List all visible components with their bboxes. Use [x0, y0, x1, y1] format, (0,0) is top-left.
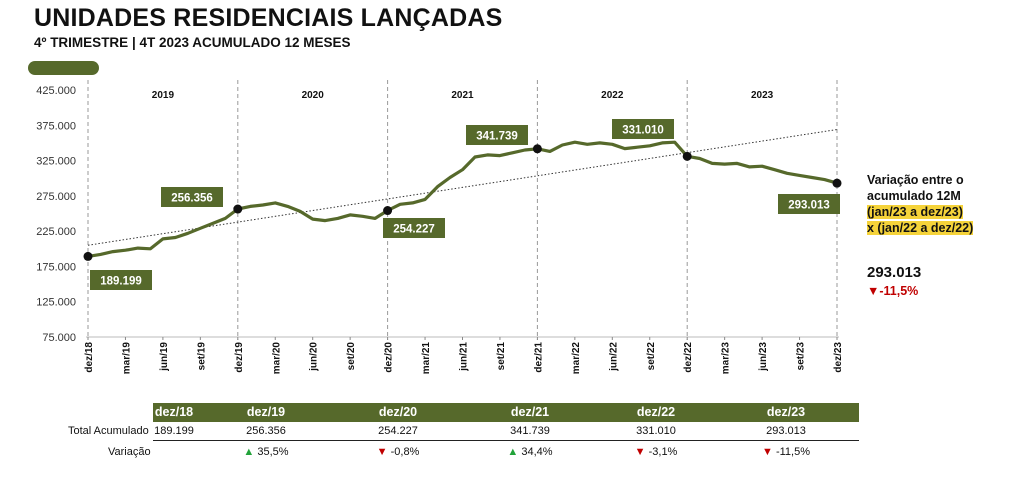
variation-value: 34,4% — [518, 446, 553, 458]
table-cell-total: 331.010 — [636, 425, 676, 437]
x-tick-label: jun/22 — [608, 342, 619, 372]
x-tick-label: dez/22 — [683, 342, 694, 373]
data-point-marker — [383, 206, 393, 216]
down-arrow-icon: ▼ — [634, 446, 646, 458]
data-point-marker — [832, 178, 842, 188]
x-tick-label: dez/18 — [84, 342, 95, 373]
x-tick-label: jun/23 — [758, 342, 769, 372]
x-tick-label: mar/21 — [421, 342, 432, 375]
table-cell-total: 341.739 — [510, 425, 550, 437]
y-tick-label: 175.000 — [36, 261, 76, 273]
table-header-cell: dez/20 — [378, 405, 418, 419]
table-header-cell: dez/18 — [154, 405, 194, 419]
table-rule — [153, 440, 859, 441]
y-tick-label: 375.000 — [36, 120, 76, 132]
x-tick-label: dez/19 — [234, 342, 245, 373]
x-tick-label: set/23 — [796, 342, 807, 371]
x-tick-label: mar/22 — [571, 342, 582, 375]
data-label: 331.010 — [622, 125, 664, 137]
x-tick-label: dez/20 — [384, 342, 395, 373]
latest-variation: ▼-11,5% — [867, 284, 918, 298]
y-tick-label: 325.000 — [36, 156, 76, 168]
data-label-box — [161, 187, 223, 207]
page-title: UNIDADES RESIDENCIAIS LANÇADAS — [34, 4, 503, 32]
variation-value: -11,5% — [772, 446, 810, 458]
table-cell-variation: ▲ 35,5% — [243, 446, 288, 458]
table-header-cell: dez/22 — [636, 405, 676, 419]
x-tick-label: set/21 — [496, 342, 507, 371]
year-label: 2022 — [601, 90, 624, 101]
legend-pill — [28, 61, 99, 75]
y-tick-label: 75.000 — [42, 332, 76, 344]
table-cell-variation: ▼ -0,8% — [377, 446, 420, 458]
x-tick-label: dez/23 — [833, 342, 844, 373]
variation-value: -3,1% — [645, 446, 678, 458]
latest-value: 293.013 — [867, 264, 922, 281]
year-label: 2021 — [451, 90, 474, 101]
y-tick-label: 425.000 — [36, 85, 76, 97]
table-cell-variation: ▲ 34,4% — [507, 446, 552, 458]
x-tick-label: jun/21 — [459, 342, 470, 372]
table-header-cell: dez/19 — [246, 405, 286, 419]
x-tick-label: jun/19 — [159, 342, 170, 372]
down-arrow-icon: ▼ — [762, 446, 773, 458]
data-point-marker — [532, 144, 542, 154]
variation-caption-line1: Variação entre o — [867, 173, 964, 187]
data-label-box — [466, 125, 528, 145]
data-label: 256.356 — [171, 193, 213, 205]
y-tick-label: 125.000 — [36, 297, 76, 309]
series-line — [87, 140, 838, 258]
year-label: 2020 — [302, 90, 325, 101]
trend-line — [87, 129, 838, 246]
data-point-marker — [233, 204, 243, 214]
variation-caption: Variação entre o acumulado 12M (jan/23 a… — [867, 172, 974, 236]
variation-caption-line4: x (jan/22 a dez/22) — [867, 221, 974, 235]
data-label: 293.013 — [788, 200, 830, 212]
table-cell-total: 293.013 — [766, 425, 806, 437]
data-label-box — [90, 270, 152, 290]
x-tick-label: dez/21 — [533, 342, 544, 373]
table-cell-total: 189.199 — [154, 425, 194, 437]
x-tick-label: set/19 — [196, 342, 207, 371]
row-label-variation: Variação — [108, 446, 151, 458]
x-tick-label: mar/20 — [271, 342, 282, 375]
data-label: 254.227 — [393, 224, 435, 236]
variation-caption-line2: acumulado 12M — [867, 189, 961, 203]
year-label: 2019 — [152, 90, 175, 101]
table-cell-variation: ▼ -11,5% — [762, 446, 810, 458]
y-tick-label: 275.000 — [36, 191, 76, 203]
variation-value: -0,8% — [387, 446, 420, 458]
data-label: 341.739 — [476, 131, 518, 143]
data-label-box — [778, 194, 840, 214]
x-tick-label: set/20 — [346, 342, 357, 371]
table-cell-total: 256.356 — [246, 425, 286, 437]
data-label-box — [612, 119, 674, 139]
table-header-cell: dez/21 — [510, 405, 550, 419]
line-chart: 75.000 125.000 175.000 225.000 275.000 325.00… — [36, 80, 844, 375]
up-arrow-icon: ▲ — [507, 446, 519, 458]
table-header-cell: dez/23 — [766, 405, 806, 419]
down-arrow-icon: ▼ — [376, 446, 388, 458]
x-tick-label: mar/19 — [121, 342, 132, 375]
year-label: 2023 — [751, 90, 774, 101]
page-subtitle: 4º TRIMESTRE | 4T 2023 ACUMULADO 12 MESE… — [34, 35, 351, 50]
table-cell-total: 254.227 — [378, 425, 418, 437]
data-point-marker — [83, 251, 93, 261]
latest-variation-value: -11,5% — [879, 284, 919, 298]
up-arrow-icon: ▲ — [243, 446, 255, 458]
x-tick-label: set/22 — [646, 342, 657, 371]
data-label: 189.199 — [100, 276, 142, 288]
y-tick-label: 225.000 — [36, 226, 76, 238]
down-arrow-icon: ▼ — [867, 284, 880, 298]
data-label-box — [383, 218, 445, 238]
variation-caption-line3: (jan/23 a dez/23) — [867, 205, 963, 219]
row-label-total: Total Acumulado — [68, 425, 149, 437]
data-point-marker — [682, 151, 692, 161]
x-tick-label: mar/23 — [721, 342, 732, 375]
x-tick-label: jun/20 — [309, 342, 320, 372]
table-header-bar — [153, 403, 859, 422]
variation-value: 35,5% — [254, 446, 289, 458]
table-cell-variation: ▼ -3,1% — [635, 446, 678, 458]
